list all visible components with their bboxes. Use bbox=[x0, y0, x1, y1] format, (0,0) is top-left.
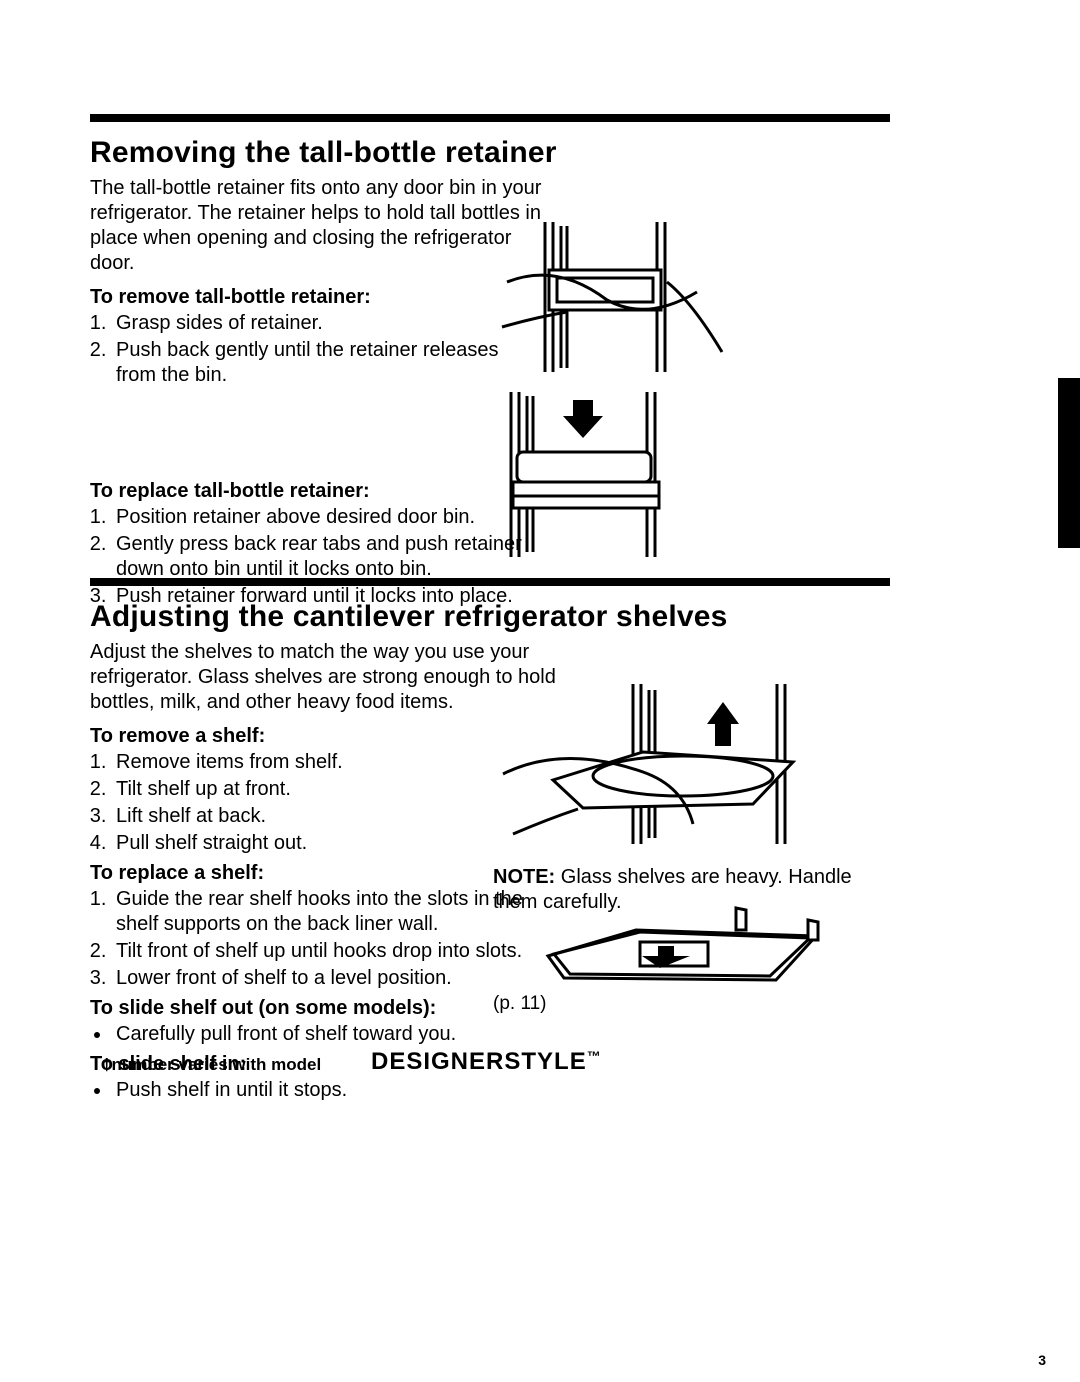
subhead-replace-retainer: To replace tall-bottle retainer: bbox=[90, 480, 530, 503]
list-item: Tilt front of shelf up until hooks drop … bbox=[112, 939, 530, 964]
illustration-slide-shelf bbox=[540, 906, 830, 996]
steps-remove-shelf: Remove items from shelf. Tilt shelf up a… bbox=[112, 750, 530, 856]
list-item: Gently press back rear tabs and push ret… bbox=[112, 532, 530, 582]
illustration-remove-retainer bbox=[497, 222, 727, 372]
list-item: Push back gently until the retainer rele… bbox=[112, 338, 530, 388]
list-item: Grasp sides of retainer. bbox=[112, 311, 530, 336]
subhead-slide-out: To slide shelf out (on some models): bbox=[90, 997, 530, 1020]
note-label: NOTE: bbox=[493, 866, 555, 888]
list-item: Position retainer above desired door bin… bbox=[112, 505, 530, 530]
list-item: Tilt shelf up at front. bbox=[112, 777, 530, 802]
illustration-replace-retainer bbox=[493, 392, 683, 557]
list-item: Guide the rear shelf hooks into the slot… bbox=[112, 887, 530, 937]
list-item: Push shelf in until it stops. bbox=[112, 1078, 530, 1103]
steps-replace-shelf: Guide the rear shelf hooks into the slot… bbox=[112, 887, 530, 991]
brand-name: DESIGNERSTYLE bbox=[371, 1048, 587, 1075]
divider-bar-top bbox=[90, 114, 890, 122]
steps-slide-out: Carefully pull front of shelf toward you… bbox=[112, 1022, 530, 1047]
page-reference: (p. 11) bbox=[493, 993, 547, 1015]
subhead-replace-shelf: To replace a shelf: bbox=[90, 862, 530, 885]
section-remove-retainer: Removing the tall-bottle retainer The ta… bbox=[90, 122, 890, 611]
intro-retainer: The tall-bottle retainer fits onto any d… bbox=[90, 176, 560, 276]
intro-shelves: Adjust the shelves to match the way you … bbox=[90, 640, 560, 715]
list-item: Carefully pull front of shelf toward you… bbox=[112, 1022, 530, 1047]
steps-slide-in: Push shelf in until it stops. bbox=[112, 1078, 530, 1103]
footnote-text: †number varies with model bbox=[102, 1055, 321, 1075]
brand-mark: DESIGNERSTYLE™ bbox=[371, 1048, 602, 1076]
heading-shelves: Adjusting the cantilever refrigerator sh… bbox=[90, 600, 890, 634]
heading-retainer: Removing the tall-bottle retainer bbox=[90, 136, 890, 170]
list-item: Lower front of shelf to a level position… bbox=[112, 966, 530, 991]
thumb-tab bbox=[1058, 378, 1080, 548]
list-item: Lift shelf at back. bbox=[112, 804, 530, 829]
trademark-symbol: ™ bbox=[587, 1048, 602, 1064]
page-number: 3 bbox=[1038, 1352, 1046, 1368]
subhead-remove-shelf: To remove a shelf: bbox=[90, 725, 530, 748]
illustration-remove-shelf bbox=[493, 684, 813, 854]
list-item: Remove items from shelf. bbox=[112, 750, 530, 775]
steps-remove-retainer: Grasp sides of retainer. Push back gentl… bbox=[112, 311, 530, 388]
list-item: Pull shelf straight out. bbox=[112, 831, 530, 856]
subhead-remove-retainer: To remove tall-bottle retainer: bbox=[90, 286, 530, 309]
